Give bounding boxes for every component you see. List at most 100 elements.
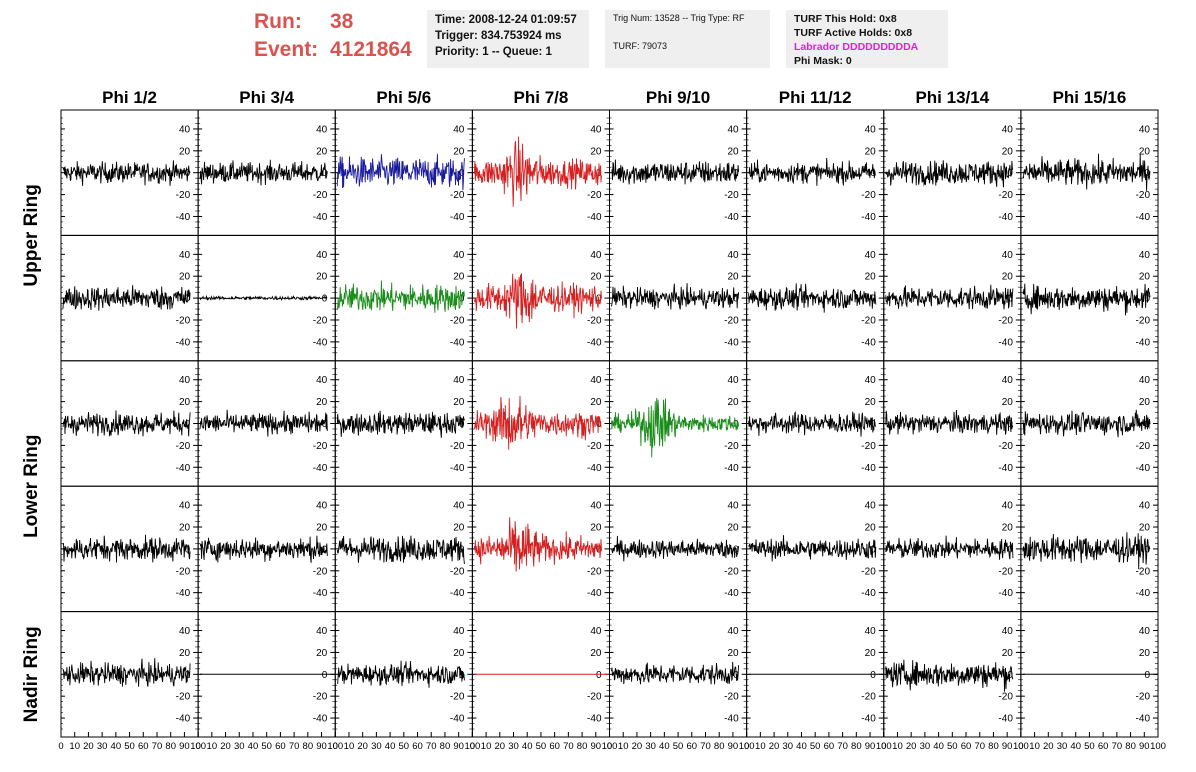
x-tick-label: 40: [385, 741, 396, 752]
column-header: Phi 13/14: [915, 88, 989, 107]
y-tick-label: -40: [176, 714, 191, 725]
y-tick-label: -40: [450, 212, 465, 223]
y-tick-label: 20: [590, 146, 602, 157]
y-tick-label: -20: [313, 441, 328, 452]
y-tick-label: -20: [861, 692, 876, 703]
y-tick-label: 20: [728, 272, 740, 283]
y-tick-label: -20: [1136, 441, 1151, 452]
x-tick-label: 10: [892, 741, 903, 752]
y-tick-label: 0: [733, 419, 739, 430]
y-tick-label: 20: [316, 397, 328, 408]
waveform-trace: [199, 159, 328, 186]
y-tick-label: 20: [728, 146, 740, 157]
y-tick-label: 0: [322, 419, 328, 430]
x-tick-label: 80: [577, 741, 588, 752]
y-tick-label: -40: [724, 463, 739, 474]
x-tick-label: 60: [275, 741, 286, 752]
y-tick-label: -40: [861, 714, 876, 725]
y-tick-label: 20: [1002, 648, 1014, 659]
waveform-trace: [748, 535, 877, 562]
waveform-trace: [336, 410, 465, 438]
y-tick-label: 40: [316, 124, 328, 135]
y-tick-label: 40: [453, 501, 465, 512]
y-tick-label: 0: [870, 670, 876, 681]
y-tick-label: -40: [587, 337, 602, 348]
waveform-trace: [748, 411, 877, 437]
y-tick-label: 20: [453, 146, 465, 157]
x-tick-label: 50: [124, 741, 135, 752]
y-tick-label: 20: [590, 648, 602, 659]
y-tick-label: 20: [728, 397, 740, 408]
x-tick-label: 10: [344, 741, 355, 752]
x-tick-label: 90: [590, 741, 601, 752]
x-tick-label: 10: [1029, 741, 1040, 752]
x-tick-label: 50: [673, 741, 684, 752]
waveform-trace: [336, 280, 465, 313]
y-tick-label: 40: [179, 375, 191, 386]
y-tick-label: 40: [590, 375, 602, 386]
waveform-trace: [62, 658, 191, 687]
trig-num-text: Trig Num: 13528 -- Trig Type: RF: [613, 13, 745, 23]
time-info-box: Time: 2008-12-24 01:09:57 Trigger: 834.7…: [427, 10, 589, 68]
y-tick-label: 20: [1139, 523, 1151, 534]
x-tick-label: 30: [645, 741, 656, 752]
y-tick-label: -20: [450, 315, 465, 326]
y-tick-label: -20: [176, 692, 191, 703]
x-tick-label: 40: [111, 741, 122, 752]
x-tick-label: 100: [876, 741, 892, 752]
x-tick-label: 50: [261, 741, 272, 752]
waveform-trace: [199, 409, 328, 437]
y-tick-label: -20: [998, 441, 1013, 452]
y-tick-label: -40: [176, 212, 191, 223]
x-tick-label: 30: [508, 741, 519, 752]
column-header: Phi 1/2: [102, 88, 157, 107]
y-tick-label: -20: [861, 566, 876, 577]
y-tick-label: -40: [587, 463, 602, 474]
y-tick-label: -40: [313, 212, 328, 223]
y-tick-label: 0: [322, 544, 328, 555]
y-tick-label: -20: [998, 190, 1013, 201]
x-tick-label: 80: [1125, 741, 1136, 752]
y-tick-label: 20: [1002, 146, 1014, 157]
y-tick-label: 0: [870, 544, 876, 555]
x-tick-label: 20: [1043, 741, 1054, 752]
y-tick-label: 20: [453, 648, 465, 659]
y-tick-label: 20: [865, 523, 877, 534]
y-tick-label: 0: [733, 294, 739, 305]
waveform-trace: [1022, 532, 1151, 570]
y-tick-label: -20: [313, 190, 328, 201]
waveform-trace: [885, 535, 1014, 560]
y-tick-label: -40: [998, 337, 1013, 348]
y-tick-label: -20: [450, 566, 465, 577]
y-tick-label: 20: [179, 272, 191, 283]
run-label: Run:: [254, 10, 302, 33]
y-tick-label: -40: [450, 714, 465, 725]
y-tick-label: -20: [724, 315, 739, 326]
waveform-trace: [1022, 283, 1151, 316]
y-tick-label: -20: [998, 692, 1013, 703]
y-tick-label: -20: [176, 566, 191, 577]
y-tick-label: 20: [179, 648, 191, 659]
y-tick-label: 0: [322, 670, 328, 681]
x-tick-label: 50: [399, 741, 410, 752]
waveform-trace: [62, 410, 191, 437]
y-tick-label: 20: [453, 523, 465, 534]
y-tick-label: 40: [865, 375, 877, 386]
x-tick-label: 70: [426, 741, 437, 752]
y-tick-label: -20: [998, 566, 1013, 577]
y-tick-label: 40: [453, 124, 465, 135]
y-tick-label: -20: [313, 566, 328, 577]
y-tick-label: 20: [865, 272, 877, 283]
y-tick-label: 20: [179, 146, 191, 157]
phi-mask-text: Phi Mask: 0: [794, 55, 852, 67]
y-tick-label: -20: [450, 441, 465, 452]
y-tick-label: 40: [179, 250, 191, 261]
y-tick-label: 20: [1139, 397, 1151, 408]
x-tick-label: 30: [371, 741, 382, 752]
y-tick-label: -40: [861, 212, 876, 223]
x-tick-label: 60: [961, 741, 972, 752]
x-tick-label: 60: [549, 741, 560, 752]
y-tick-label: -20: [587, 692, 602, 703]
y-tick-label: -40: [587, 714, 602, 725]
x-tick-label: 20: [769, 741, 780, 752]
